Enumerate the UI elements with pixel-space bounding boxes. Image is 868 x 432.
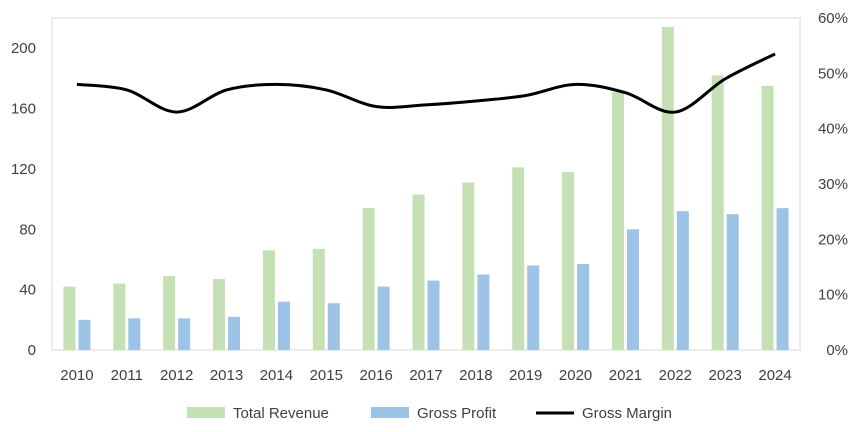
x-tick-label-2010: 2010 xyxy=(60,367,93,384)
bar-gross-profit-2019 xyxy=(527,265,540,350)
bar-gross-profit-2021 xyxy=(626,229,639,350)
x-tick-label-2017: 2017 xyxy=(409,367,442,384)
bars-group xyxy=(63,27,789,351)
right-tick-label: 20% xyxy=(818,231,848,248)
x-tick-label-2018: 2018 xyxy=(459,367,492,384)
x-tick-label-2012: 2012 xyxy=(160,367,193,384)
right-tick-label: 0% xyxy=(826,342,848,359)
bar-gross-profit-2011 xyxy=(128,318,141,350)
left-axis-ticks: 0 40 80 120 160 200 xyxy=(11,40,36,359)
left-tick-label: 200 xyxy=(11,40,36,57)
bar-total-revenue-2022 xyxy=(661,27,674,351)
x-tick-label-2021: 2021 xyxy=(609,367,642,384)
left-tick-label: 0 xyxy=(28,342,36,359)
bar-gross-profit-2017 xyxy=(427,280,440,350)
bar-total-revenue-2015 xyxy=(312,248,325,350)
left-tick-label: 160 xyxy=(11,101,36,118)
bar-gross-profit-2010 xyxy=(78,319,91,350)
right-tick-label: 50% xyxy=(818,65,848,82)
bar-gross-profit-2012 xyxy=(178,318,191,350)
bar-total-revenue-2014 xyxy=(262,250,275,350)
bar-total-revenue-2018 xyxy=(462,182,475,350)
x-tick-label-2024: 2024 xyxy=(758,367,791,384)
bar-total-revenue-2019 xyxy=(512,167,525,350)
bar-total-revenue-2017 xyxy=(412,194,425,350)
bar-total-revenue-2024 xyxy=(761,85,774,350)
x-tick-label-2016: 2016 xyxy=(359,367,392,384)
x-tick-label-2013: 2013 xyxy=(210,367,243,384)
right-tick-label: 10% xyxy=(818,287,848,304)
bar-gross-profit-2018 xyxy=(477,274,490,350)
right-tick-label: 60% xyxy=(818,10,848,27)
x-tick-label-2022: 2022 xyxy=(659,367,692,384)
bar-gross-profit-2015 xyxy=(327,303,340,350)
bar-total-revenue-2013 xyxy=(213,279,226,350)
x-tick-label-2019: 2019 xyxy=(509,367,542,384)
x-tick-label-2014: 2014 xyxy=(260,367,293,384)
left-tick-label: 120 xyxy=(11,161,36,178)
legend-label-total-revenue: Total Revenue xyxy=(233,405,329,422)
bar-total-revenue-2010 xyxy=(63,286,76,350)
right-tick-label: 30% xyxy=(818,176,848,193)
x-tick-label-2015: 2015 xyxy=(310,367,343,384)
bar-gross-profit-2014 xyxy=(277,301,290,350)
gross-margin-line-group xyxy=(76,52,776,114)
x-axis-ticks: 2010 2011 2012 2013 2014 2015 2016 2017 2018 2019… xyxy=(60,367,792,384)
legend-swatch-total-revenue xyxy=(187,407,225,418)
left-tick-label: 40 xyxy=(19,282,36,299)
right-tick-label: 40% xyxy=(818,121,848,138)
legend-swatch-gross-profit xyxy=(371,407,409,418)
bar-gross-profit-2013 xyxy=(228,316,241,350)
left-tick-label: 80 xyxy=(19,221,36,238)
bar-gross-profit-2020 xyxy=(577,263,590,350)
bar-gross-profit-2022 xyxy=(676,211,689,350)
x-tick-label-2011: 2011 xyxy=(111,367,143,384)
bar-gross-profit-2023 xyxy=(726,214,739,350)
bar-gross-profit-2024 xyxy=(776,208,789,350)
plot-area-border xyxy=(51,17,801,351)
line-gross-margin xyxy=(76,52,776,114)
bar-total-revenue-2011 xyxy=(113,283,126,350)
x-tick-label-2023: 2023 xyxy=(709,367,742,384)
legend: Total Revenue Gross Profit Gross Margin xyxy=(187,405,672,422)
right-axis-ticks: 0% 10% 20% 30% 40% 50% 60% xyxy=(818,10,848,359)
x-tick-label-2020: 2020 xyxy=(559,367,592,384)
legend-label-gross-profit: Gross Profit xyxy=(417,405,497,422)
bar-total-revenue-2012 xyxy=(163,276,176,350)
bar-total-revenue-2016 xyxy=(362,208,375,350)
bar-total-revenue-2023 xyxy=(711,75,724,350)
legend-label-gross-margin: Gross Margin xyxy=(582,405,672,422)
plot-frame xyxy=(51,17,801,351)
bar-gross-profit-2016 xyxy=(377,286,390,350)
bar-total-revenue-2020 xyxy=(562,171,575,350)
bar-total-revenue-2021 xyxy=(611,91,624,350)
